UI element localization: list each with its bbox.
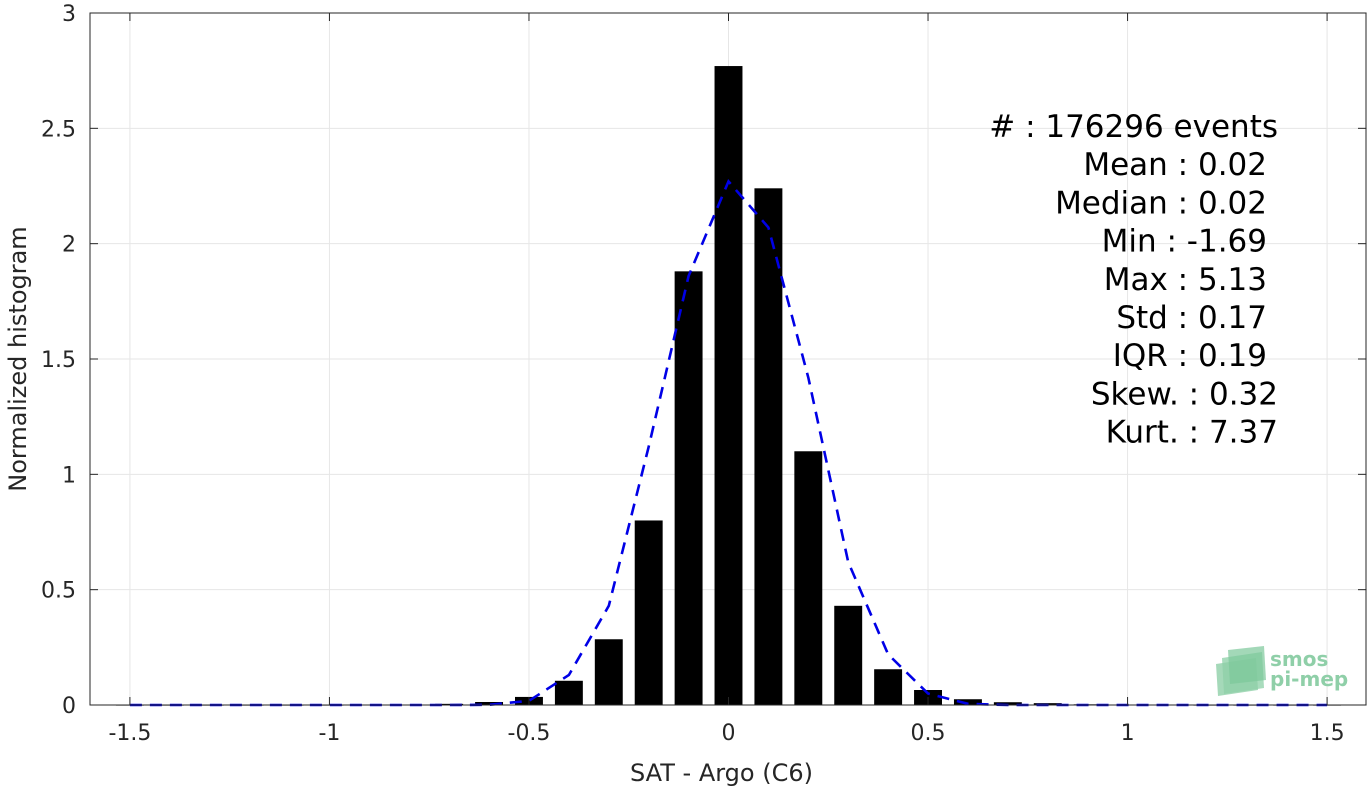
histogram-bar [674, 271, 703, 705]
histogram-bar [993, 702, 1022, 705]
y-axis-ticks: 0 0.5 1 1.5 2 2.5 3 [41, 2, 1366, 719]
stats-line: Skew. : 0.32 [1091, 376, 1278, 412]
x-axis-ticks: -1.5 -1 -0.5 0 0.5 1 1.5 [108, 13, 1345, 746]
histogram-bar [554, 680, 583, 705]
histogram-bar [634, 520, 663, 705]
x-tick-label: -1 [318, 721, 340, 746]
histogram-bar [953, 699, 982, 705]
x-tick-label: -0.5 [508, 721, 551, 746]
histogram-bar [874, 669, 903, 705]
y-tick-label: 0.5 [41, 579, 76, 604]
stats-line: Mean : 0.02 [1083, 147, 1267, 183]
histogram-bar [714, 66, 743, 705]
x-tick-label: 0 [722, 721, 736, 746]
y-tick-label: 0 [62, 694, 76, 719]
logo-text-smos: smos [1270, 647, 1328, 671]
stats-line: Kurt. : 7.37 [1106, 415, 1278, 451]
histogram-bar [594, 639, 623, 705]
stats-line: Max : 5.13 [1104, 262, 1267, 298]
x-axis-label: SAT - Argo (C6) [630, 759, 813, 787]
histogram-bar [794, 451, 823, 705]
y-tick-label: 1 [62, 463, 76, 488]
logo-text-pi-mep: pi-mep [1270, 667, 1348, 691]
logo-mark-icon [1216, 646, 1266, 696]
histogram-bar [435, 703, 464, 705]
histogram-bar [834, 605, 863, 705]
y-axis-label: Normalized histogram [4, 226, 32, 491]
y-tick-label: 2.5 [41, 117, 76, 142]
x-tick-label: 1 [1121, 721, 1135, 746]
histogram-bar [754, 188, 783, 706]
histogram-bar [475, 702, 504, 705]
stats-line: Std : 0.17 [1116, 300, 1267, 336]
stats-line: Min : -1.69 [1102, 224, 1267, 260]
smos-pi-mep-logo: smos pi-mep [1216, 646, 1348, 696]
x-tick-label: 1.5 [1310, 721, 1345, 746]
x-tick-label: 0.5 [911, 721, 946, 746]
stats-line: IQR : 0.19 [1113, 338, 1267, 374]
y-tick-label: 3 [62, 2, 76, 27]
stats-line: Median : 0.02 [1055, 185, 1267, 221]
stats-line: # : 176296 events [989, 109, 1278, 145]
y-tick-label: 2 [62, 233, 76, 258]
x-tick-label: -1.5 [108, 721, 151, 746]
y-tick-label: 1.5 [41, 348, 76, 373]
histogram-bars [115, 66, 1342, 706]
